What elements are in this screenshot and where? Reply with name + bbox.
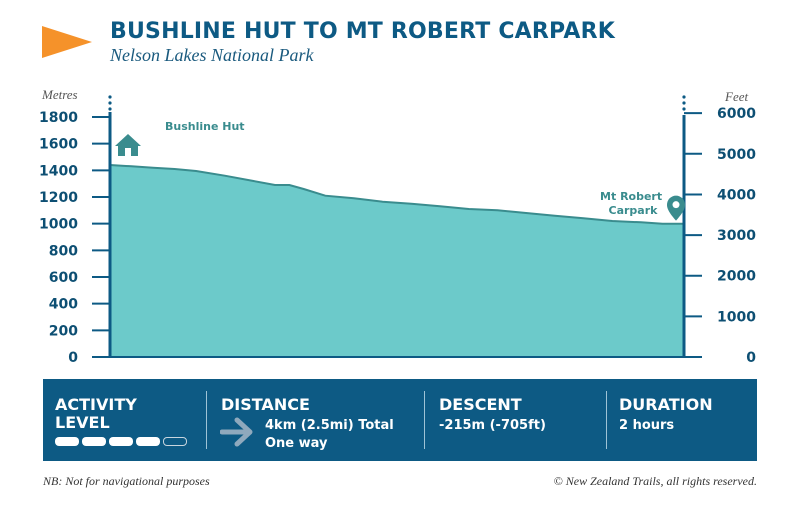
- y-right-tick-label: 6000: [717, 106, 756, 122]
- distance-heading: DISTANCE: [221, 395, 310, 414]
- divider: [206, 391, 207, 449]
- y-left-ticks: 0 200 400 600 800 1000 1200 1400 1600 1800: [39, 110, 110, 366]
- axis-dot: [682, 107, 686, 111]
- page-subtitle: Nelson Lakes National Park: [110, 45, 314, 65]
- hut-icon: [115, 134, 141, 156]
- descent-value: -215m (-705ft): [439, 418, 546, 433]
- y-right-tick-label: 2000: [717, 269, 756, 285]
- activity-level-heading: ACTIVITY LEVEL: [55, 395, 137, 432]
- y-left-axis-unit: Metres: [41, 87, 78, 102]
- axis-dot: [108, 101, 112, 105]
- y-left-tick-label: 600: [49, 270, 78, 286]
- y-left-tick-label: 1400: [39, 163, 78, 179]
- page-title: BUSHLINE HUT TO MT ROBERT CARPARK: [110, 19, 615, 44]
- activity-level-segment: [163, 437, 187, 446]
- activity-level-meter: [55, 437, 187, 446]
- flag-icon: [42, 26, 92, 58]
- y-right-ticks: 0 1000 2000 3000 4000 5000 6000: [684, 106, 756, 366]
- y-right-tick-label: 1000: [717, 309, 756, 325]
- activity-level-segment: [136, 437, 160, 446]
- distance-type: One way: [265, 436, 328, 451]
- y-right-tick-label: 0: [746, 350, 756, 366]
- duration-section: DURATION 2 hours: [607, 379, 757, 461]
- axis-dot: [682, 95, 686, 99]
- activity-level-segment: [55, 437, 79, 446]
- elevation-area: [110, 165, 684, 357]
- y-left-tick-label: 0: [68, 350, 78, 366]
- y-right-tick-label: 4000: [717, 187, 756, 203]
- y-left-tick-label: 1600: [39, 137, 78, 153]
- y-left-tick-label: 800: [49, 243, 78, 259]
- activity-level-section: ACTIVITY LEVEL: [43, 379, 203, 461]
- duration-heading: DURATION: [619, 395, 713, 414]
- left-axis-dots: [108, 95, 112, 111]
- y-left-tick-label: 1800: [39, 110, 78, 126]
- start-location-label: Bushline Hut: [165, 120, 245, 133]
- axis-dot: [108, 107, 112, 111]
- distance-section: DISTANCE 4km (2.5mi) Total One way: [207, 379, 427, 461]
- descent-heading: DESCENT: [439, 395, 522, 414]
- divider: [424, 391, 425, 449]
- map-pin-icon: [667, 195, 685, 221]
- y-left-tick-label: 200: [49, 323, 78, 339]
- navigation-disclaimer: NB: Not for navigational purposes: [43, 474, 210, 488]
- divider: [606, 391, 607, 449]
- copyright-notice: © New Zealand Trails, all rights reserve…: [553, 474, 757, 488]
- right-axis-dots: [682, 95, 686, 111]
- y-left-tick-label: 1000: [39, 217, 78, 233]
- arrow-right-icon: [220, 417, 253, 447]
- y-right-axis-unit: Feet: [724, 89, 748, 104]
- axis-dot: [682, 101, 686, 105]
- end-location-label: Mt Robert Carpark: [600, 190, 666, 217]
- duration-value: 2 hours: [619, 418, 675, 433]
- activity-level-segment: [109, 437, 133, 446]
- activity-level-segment: [82, 437, 106, 446]
- distance-value: 4km (2.5mi) Total: [265, 418, 394, 433]
- axis-dot: [108, 95, 112, 99]
- y-right-tick-label: 3000: [717, 228, 756, 244]
- trail-info-panel: ACTIVITY LEVEL DISTANCE 4km (2.5mi) Tota…: [43, 379, 757, 461]
- y-left-tick-label: 400: [49, 297, 78, 313]
- y-left-tick-label: 1200: [39, 190, 78, 206]
- y-right-tick-label: 5000: [717, 147, 756, 163]
- elevation-chart: Metres Feet 0 200 400 600 800 1000 1200 1400 160…: [39, 87, 756, 366]
- descent-section: DESCENT -215m (-705ft): [425, 379, 605, 461]
- elevation-line: [109, 164, 684, 225]
